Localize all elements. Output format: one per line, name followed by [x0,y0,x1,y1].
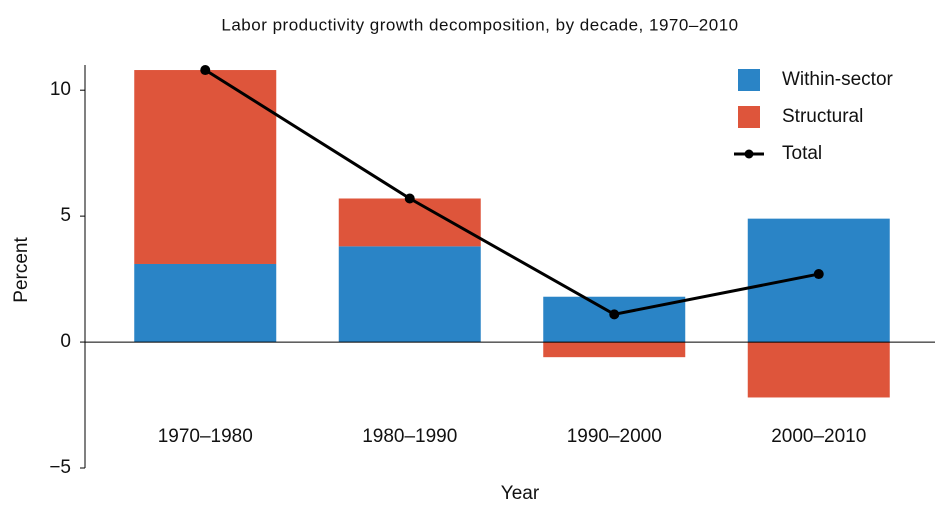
y-tick-label: 10 [50,79,71,100]
x-tick-label: 1990–2000 [567,426,662,447]
y-tick-label: 5 [60,205,71,226]
total-point [404,193,415,204]
total-point [200,65,211,76]
bar [338,198,481,247]
legend-label: Total [782,143,822,164]
bar [747,218,890,343]
legend-marker [744,149,754,159]
chart-title: Labor productivity growth decomposition,… [221,15,738,34]
x-axis-label: Year [501,483,540,504]
bar [134,70,277,264]
y-axis-label: Percent [11,237,32,303]
total-line [204,68,820,316]
y-tick-label: −5 [49,457,71,478]
y-tick-label: 0 [60,331,71,352]
legend-swatch [738,69,760,91]
x-tick-label: 1980–1990 [362,426,457,447]
legend-label: Structural [782,106,863,127]
bar [134,263,277,343]
legend-swatch [738,106,760,128]
legend-label: Within-sector [782,69,894,90]
bar [747,342,890,398]
bar [543,342,686,358]
bar [338,246,481,343]
x-tick-label: 2000–2010 [771,426,866,447]
x-tick-label: 1970–1980 [158,426,253,447]
total-point [813,269,824,280]
total-point [609,309,620,320]
